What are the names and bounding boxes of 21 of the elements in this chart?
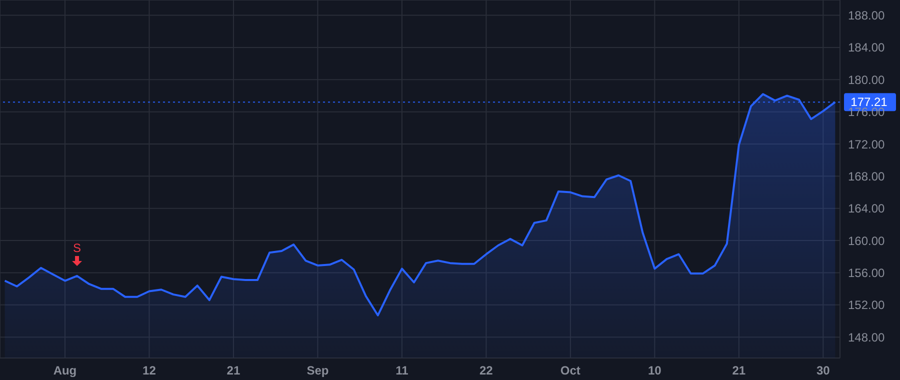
y-tick-label: 180.00: [848, 72, 886, 87]
y-tick-label: 148.00: [848, 330, 886, 344]
y-tick-label: 164.00: [848, 202, 886, 216]
y-tick-label: 152.00: [848, 298, 886, 312]
y-tick-label: 188.00: [848, 8, 886, 23]
y-tick-label: 172.00: [848, 137, 886, 152]
y-tick-label: 168.00: [848, 169, 886, 184]
annotation: S: [73, 240, 82, 255]
x-tick-label: Aug: [53, 364, 77, 378]
x-tick-label: Sep: [306, 364, 329, 378]
x-tick-label: 22: [480, 364, 494, 378]
x-tick-label: 11: [396, 364, 409, 378]
y-tick-label: 184.00: [848, 40, 886, 55]
y-tick-label: 156.00: [848, 266, 886, 280]
x-tick-label: 30: [816, 364, 830, 378]
x-tick-label: 12: [142, 364, 156, 378]
x-tick-label: 21: [732, 364, 746, 378]
y-tick-label: 160.00: [848, 234, 886, 248]
x-tick-label: 21: [226, 364, 240, 378]
x-tick-label: 10: [648, 364, 662, 378]
x-tick-label: Oct: [560, 364, 580, 378]
